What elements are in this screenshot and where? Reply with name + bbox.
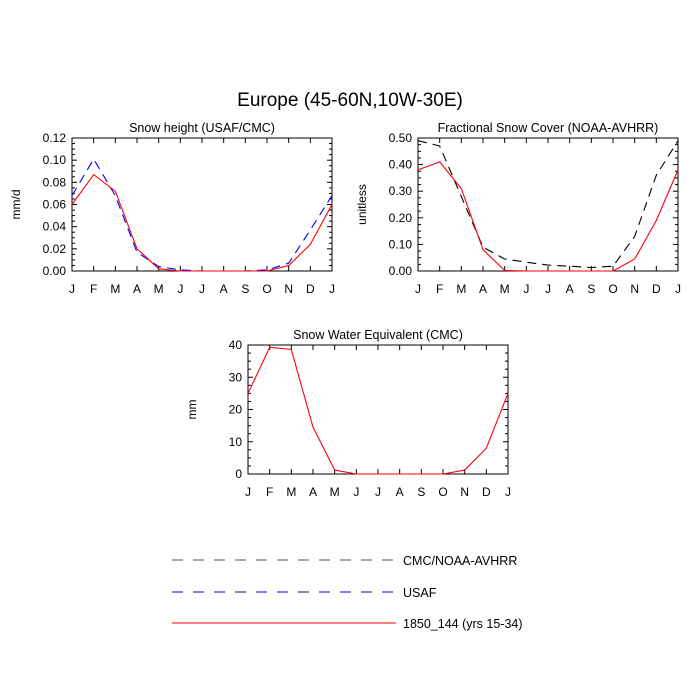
- y-tick-label: 30: [229, 370, 243, 384]
- x-tick-label: J: [375, 485, 381, 499]
- x-tick-label: A: [396, 485, 404, 499]
- y-tick-label: 0.50: [389, 131, 413, 145]
- y-tick-label: 0.00: [43, 264, 67, 278]
- series-line: [417, 140, 679, 269]
- x-tick-label: J: [675, 282, 681, 296]
- y-tick-label: 10: [229, 435, 243, 449]
- x-tick-label: N: [460, 485, 469, 499]
- x-tick-label: F: [90, 282, 97, 296]
- legend-label: 1850_144 (yrs 15-34): [403, 617, 523, 631]
- x-tick-label: F: [266, 485, 273, 499]
- y-axis-label: unitless: [355, 184, 369, 225]
- x-tick-label: M: [154, 282, 164, 296]
- x-tick-label: M: [330, 485, 340, 499]
- plot-frame: [247, 344, 509, 475]
- x-tick-label: D: [306, 282, 315, 296]
- x-tick-label: A: [479, 282, 487, 296]
- x-tick-label: A: [220, 282, 228, 296]
- y-tick-label: 0.06: [43, 198, 67, 212]
- x-tick-label: J: [69, 282, 75, 296]
- x-tick-label: M: [500, 282, 510, 296]
- y-tick-label: 0.40: [389, 158, 413, 172]
- series-line: [417, 161, 679, 272]
- chart-panel-2: Fractional Snow Cover (NOAA-AVHRR) unitle…: [355, 121, 681, 296]
- x-tick-label: J: [415, 282, 421, 296]
- x-tick-label: A: [566, 282, 574, 296]
- series-line: [247, 346, 509, 475]
- x-tick-label: O: [262, 282, 271, 296]
- x-tick-label: M: [456, 282, 466, 296]
- series-line: [71, 173, 333, 272]
- x-tick-label: J: [329, 282, 335, 296]
- x-tick-label: M: [286, 485, 296, 499]
- x-tick-label: N: [630, 282, 639, 296]
- chart-panel-1: Snow height (USAF/CMC) mm/d 0.00 0.02 0.04 0.…: [9, 121, 335, 296]
- y-tick-label: 0.04: [43, 220, 67, 234]
- x-tick-label: F: [436, 282, 443, 296]
- y-tick-label: 0.10: [43, 153, 67, 167]
- x-tick-label: N: [284, 282, 293, 296]
- legend-label: CMC/NOAA-AVHRR: [403, 554, 517, 568]
- y-tick-label: 0.00: [389, 264, 413, 278]
- x-tick-label: O: [438, 485, 447, 499]
- x-tick-label: A: [309, 485, 317, 499]
- x-tick-label: J: [177, 282, 183, 296]
- x-tick-label: S: [417, 485, 425, 499]
- x-tick-label: M: [110, 282, 120, 296]
- x-tick-label: A: [133, 282, 141, 296]
- x-tick-label: J: [545, 282, 551, 296]
- y-tick-label: 0: [235, 467, 242, 481]
- panel-title: Snow height (USAF/CMC): [129, 121, 275, 135]
- y-tick-label: 0.20: [389, 211, 413, 225]
- y-tick-label: 0.02: [43, 242, 67, 256]
- x-tick-label: J: [505, 485, 511, 499]
- x-tick-label: J: [245, 485, 251, 499]
- x-tick-label: S: [587, 282, 595, 296]
- figure-title: Europe (45-60N,10W-30E): [237, 90, 463, 111]
- x-tick-label: J: [523, 282, 529, 296]
- legend-label: USAF: [403, 586, 437, 600]
- x-tick-label: S: [241, 282, 249, 296]
- plot-frame: [71, 137, 333, 272]
- y-tick-label: 0.30: [389, 184, 413, 198]
- y-axis-label: mm: [185, 400, 199, 420]
- y-tick-label: 20: [229, 403, 243, 417]
- y-tick-label: 0.12: [43, 131, 67, 145]
- y-tick-label: 0.08: [43, 175, 67, 189]
- panel-title: Fractional Snow Cover (NOAA-AVHRR): [438, 121, 659, 135]
- y-tick-label: 40: [229, 338, 243, 352]
- x-tick-label: J: [199, 282, 205, 296]
- y-axis-label: mm/d: [9, 190, 23, 220]
- panel-title: Snow Water Equivalent (CMC): [293, 328, 463, 342]
- x-tick-label: O: [608, 282, 617, 296]
- series-line: [71, 158, 333, 272]
- chart-panel-3: Snow Water Equivalent (CMC) mm 0 10 20 30 40 J F…: [185, 328, 511, 499]
- x-tick-label: D: [652, 282, 661, 296]
- x-tick-label: D: [482, 485, 491, 499]
- x-tick-label: J: [353, 485, 359, 499]
- y-tick-label: 0.10: [389, 237, 413, 251]
